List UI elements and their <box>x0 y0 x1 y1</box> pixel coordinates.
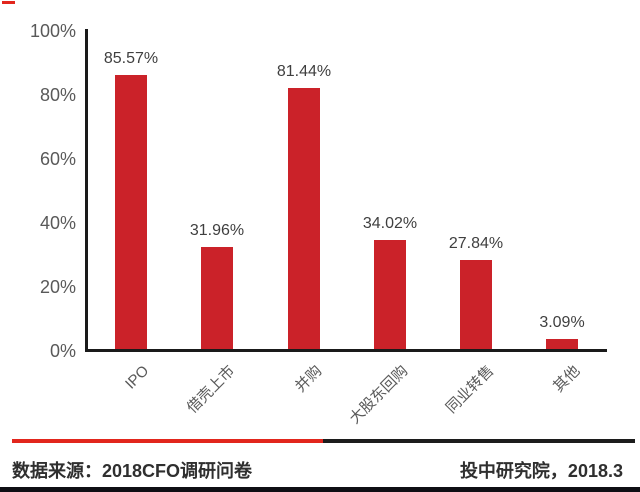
y-tick-100: 100% <box>29 21 76 41</box>
bar-tongye <box>460 260 492 349</box>
category-label-tongye: 同业转售 <box>442 362 498 417</box>
bar-dagudong <box>374 240 406 349</box>
footer-divider-red <box>12 439 323 443</box>
top-left-red-dash <box>2 1 15 4</box>
y-tick-80: 80% <box>39 85 76 105</box>
bottom-edge-bar <box>0 487 640 492</box>
y-tick-0: 0% <box>49 341 76 361</box>
bar-ipo <box>115 75 147 349</box>
value-label-tongye: 27.84% <box>448 235 504 252</box>
x-axis-line <box>85 349 607 352</box>
category-label-jieke: 借壳上市 <box>183 362 239 417</box>
value-label-jieke: 31.96% <box>189 222 245 239</box>
category-label-qita: 其他 <box>550 362 584 396</box>
bar-binggou <box>288 88 320 349</box>
y-tick-40: 40% <box>39 213 76 233</box>
y-tick-60: 60% <box>39 149 76 169</box>
category-label-binggou: 并购 <box>292 362 326 396</box>
data-source-text: 数据来源：2018CFO调研问卷 <box>12 461 253 481</box>
value-label-qita: 3.09% <box>539 314 585 331</box>
y-axis-line <box>85 29 88 352</box>
category-label-dagudong: 大股东回购 <box>346 362 412 428</box>
value-label-dagudong: 34.02% <box>362 215 418 232</box>
category-label-ipo: IPO <box>122 362 153 393</box>
value-label-binggou: 81.44% <box>276 63 332 80</box>
bar-jieke <box>201 247 233 349</box>
y-tick-20: 20% <box>39 277 76 297</box>
value-label-ipo: 85.57% <box>103 50 159 67</box>
footer-divider-dark <box>323 439 635 443</box>
attribution-text: 投中研究院，2018.3 <box>459 461 623 481</box>
bar-qita <box>546 339 578 349</box>
